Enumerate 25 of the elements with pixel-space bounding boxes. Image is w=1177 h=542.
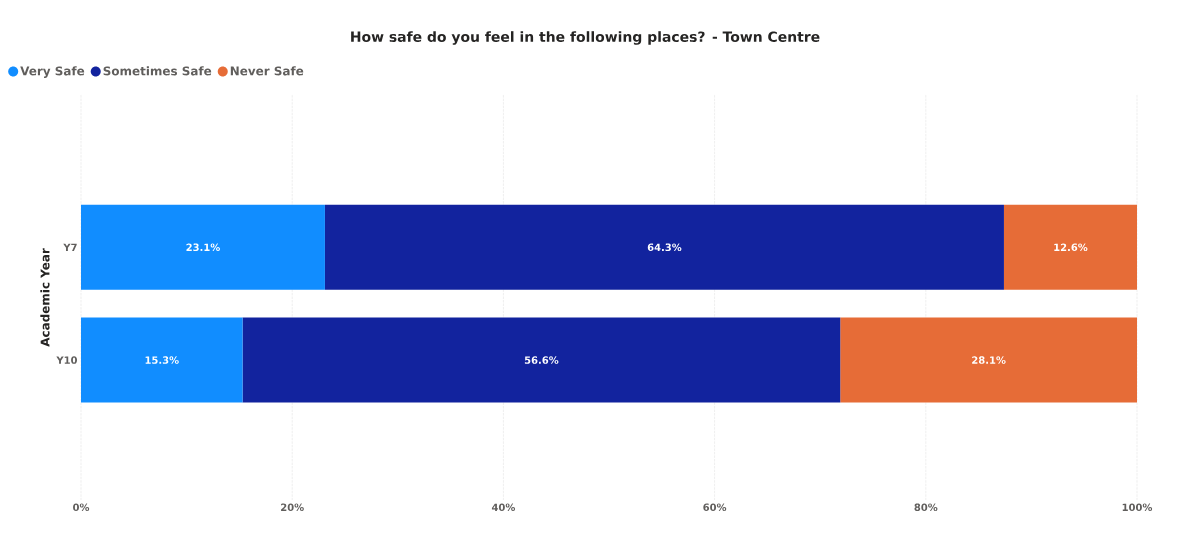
bar bbox=[1003, 204, 1137, 290]
data-label: 12.6% bbox=[1054, 243, 1088, 252]
legend-label: Never Safe bbox=[230, 66, 304, 76]
data-label: 28.1% bbox=[972, 356, 1006, 364]
bar bbox=[81, 317, 243, 403]
y-axis-title: Academic Year bbox=[40, 248, 50, 347]
data-label: 23.1% bbox=[186, 243, 220, 252]
y-tick-label: Y7 bbox=[63, 243, 77, 251]
legend-label: Very Safe bbox=[20, 66, 85, 78]
x-tick-label: 0% bbox=[73, 503, 90, 512]
x-tick-label: 60% bbox=[703, 503, 727, 512]
y-tick-label: Y10 bbox=[56, 356, 78, 364]
x-tick-label: 100% bbox=[1122, 503, 1153, 512]
x-tick-label: 80% bbox=[914, 503, 938, 512]
data-label: 64.3% bbox=[647, 243, 682, 252]
bar bbox=[840, 317, 1137, 403]
data-label: 56.6% bbox=[524, 356, 559, 364]
bar bbox=[242, 317, 841, 403]
bar bbox=[81, 204, 325, 290]
x-tick-label: 20% bbox=[281, 503, 304, 512]
bar bbox=[324, 204, 1004, 290]
x-tick-label: 40% bbox=[491, 503, 516, 512]
legend-label: Sometimes Safe bbox=[103, 66, 212, 76]
data-label: 15.3% bbox=[145, 356, 179, 364]
chart-title: How safe do you feel in the following places? - Town Centre bbox=[351, 31, 820, 45]
